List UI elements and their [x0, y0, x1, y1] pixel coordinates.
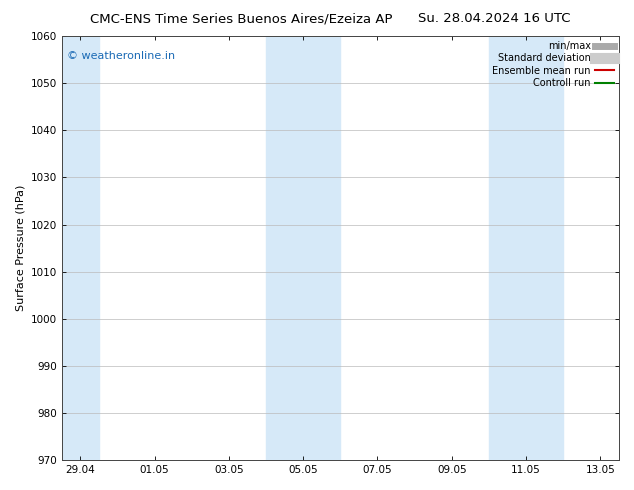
Text: © weatheronline.in: © weatheronline.in — [67, 51, 176, 61]
Bar — [61, 36, 99, 460]
Y-axis label: Surface Pressure (hPa): Surface Pressure (hPa) — [15, 185, 25, 311]
Text: Su. 28.04.2024 16 UTC: Su. 28.04.2024 16 UTC — [418, 12, 571, 25]
Legend: min/max, Standard deviation, Ensemble mean run, Controll run: min/max, Standard deviation, Ensemble me… — [490, 39, 616, 90]
Bar — [266, 36, 340, 460]
Bar — [489, 36, 563, 460]
Text: CMC-ENS Time Series Buenos Aires/Ezeiza AP: CMC-ENS Time Series Buenos Aires/Ezeiza … — [89, 12, 392, 25]
